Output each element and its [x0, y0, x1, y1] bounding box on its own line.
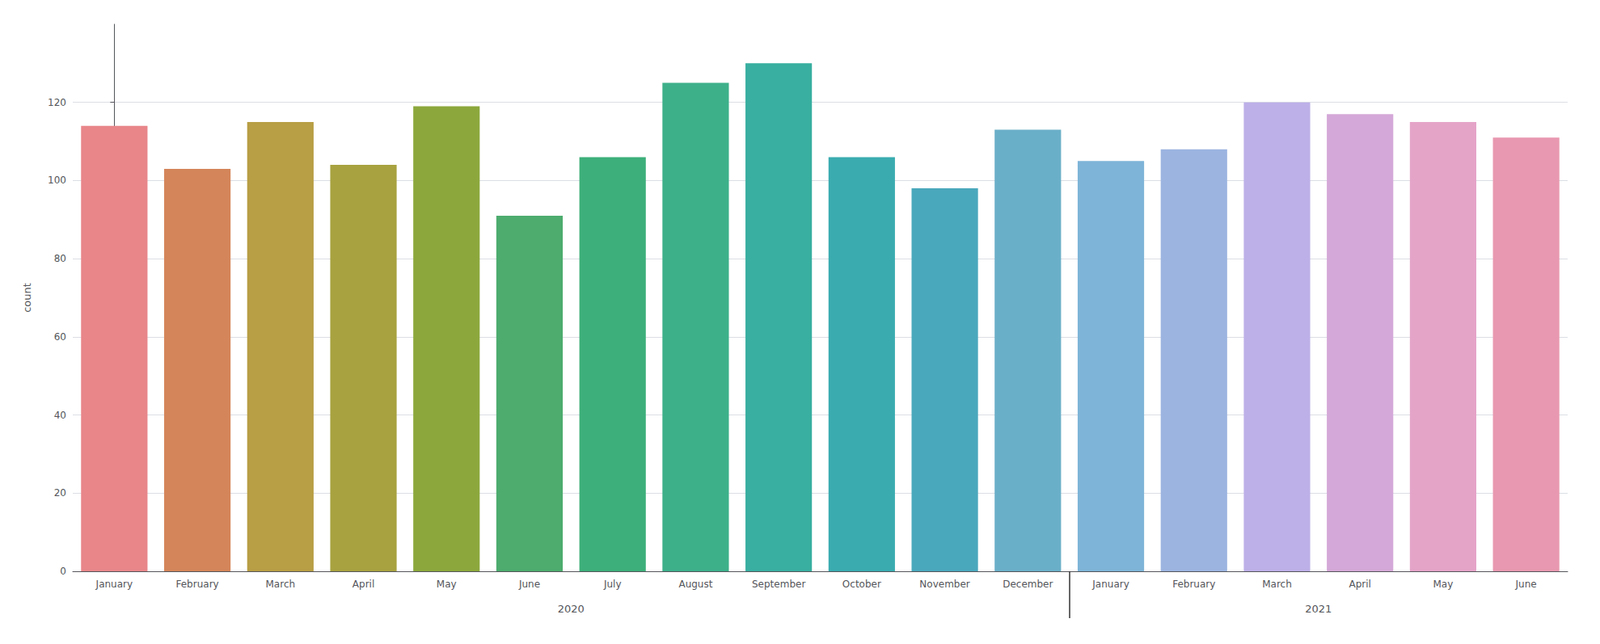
svg-text:0: 0	[59, 565, 67, 578]
svg-text:June: June	[1515, 578, 1537, 591]
svg-text:November: November	[919, 578, 970, 591]
svg-text:June: June	[518, 578, 541, 591]
svg-text:January: January	[1091, 578, 1130, 591]
svg-text:October: October	[842, 578, 882, 591]
svg-text:May: May	[1433, 578, 1454, 591]
svg-text:September: September	[751, 578, 806, 591]
svg-text:2020: 2020	[557, 603, 585, 616]
svg-text:40: 40	[54, 409, 67, 422]
svg-text:20: 20	[54, 487, 67, 499]
svg-text:February: February	[175, 578, 219, 591]
svg-text:March: March	[1262, 578, 1292, 591]
svg-text:April: April	[1348, 578, 1371, 591]
svg-text:August: August	[678, 578, 713, 591]
svg-text:December: December	[1002, 578, 1053, 591]
svg-text:March: March	[265, 578, 296, 591]
svg-text:February: February	[1172, 578, 1216, 591]
svg-text:January: January	[95, 578, 134, 591]
svg-text:120: 120	[47, 97, 67, 109]
svg-text:July: July	[603, 578, 622, 591]
svg-text:80: 80	[54, 253, 67, 265]
svg-text:count: count	[21, 282, 34, 313]
svg-text:May: May	[436, 578, 457, 591]
svg-text:100: 100	[47, 174, 67, 186]
svg-text:60: 60	[54, 331, 67, 343]
svg-text:2021: 2021	[1304, 603, 1332, 616]
svg-text:April: April	[352, 578, 375, 591]
